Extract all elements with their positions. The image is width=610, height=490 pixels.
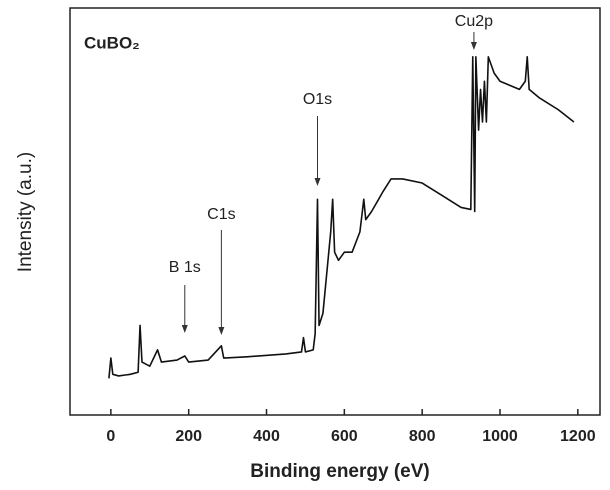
arrow-head — [218, 327, 225, 335]
x-tick-label: 800 — [409, 428, 436, 445]
x-tick-label: 600 — [331, 428, 358, 445]
annotation-label: Cu2p — [455, 13, 493, 30]
x-tick-label: 1200 — [560, 428, 596, 445]
chart-title: CuBO₂ — [84, 33, 140, 52]
x-tick-label: 0 — [106, 428, 115, 445]
arrow-head — [181, 325, 188, 333]
x-axis-label: Binding energy (eV) — [250, 461, 429, 482]
x-tick-label: 400 — [253, 428, 280, 445]
annotation-label: O1s — [303, 91, 332, 108]
arrow-head — [314, 178, 321, 186]
x-tick-label: 200 — [175, 428, 202, 445]
x-tick-label: 1000 — [482, 428, 518, 445]
spectrum-line — [108, 56, 575, 379]
arrow-head — [470, 42, 477, 50]
annotation-label: B 1s — [169, 259, 201, 276]
annotation-label: C1s — [207, 206, 235, 223]
plot-frame — [69, 7, 601, 416]
y-axis-label: Intensity (a.u.) — [15, 152, 36, 272]
